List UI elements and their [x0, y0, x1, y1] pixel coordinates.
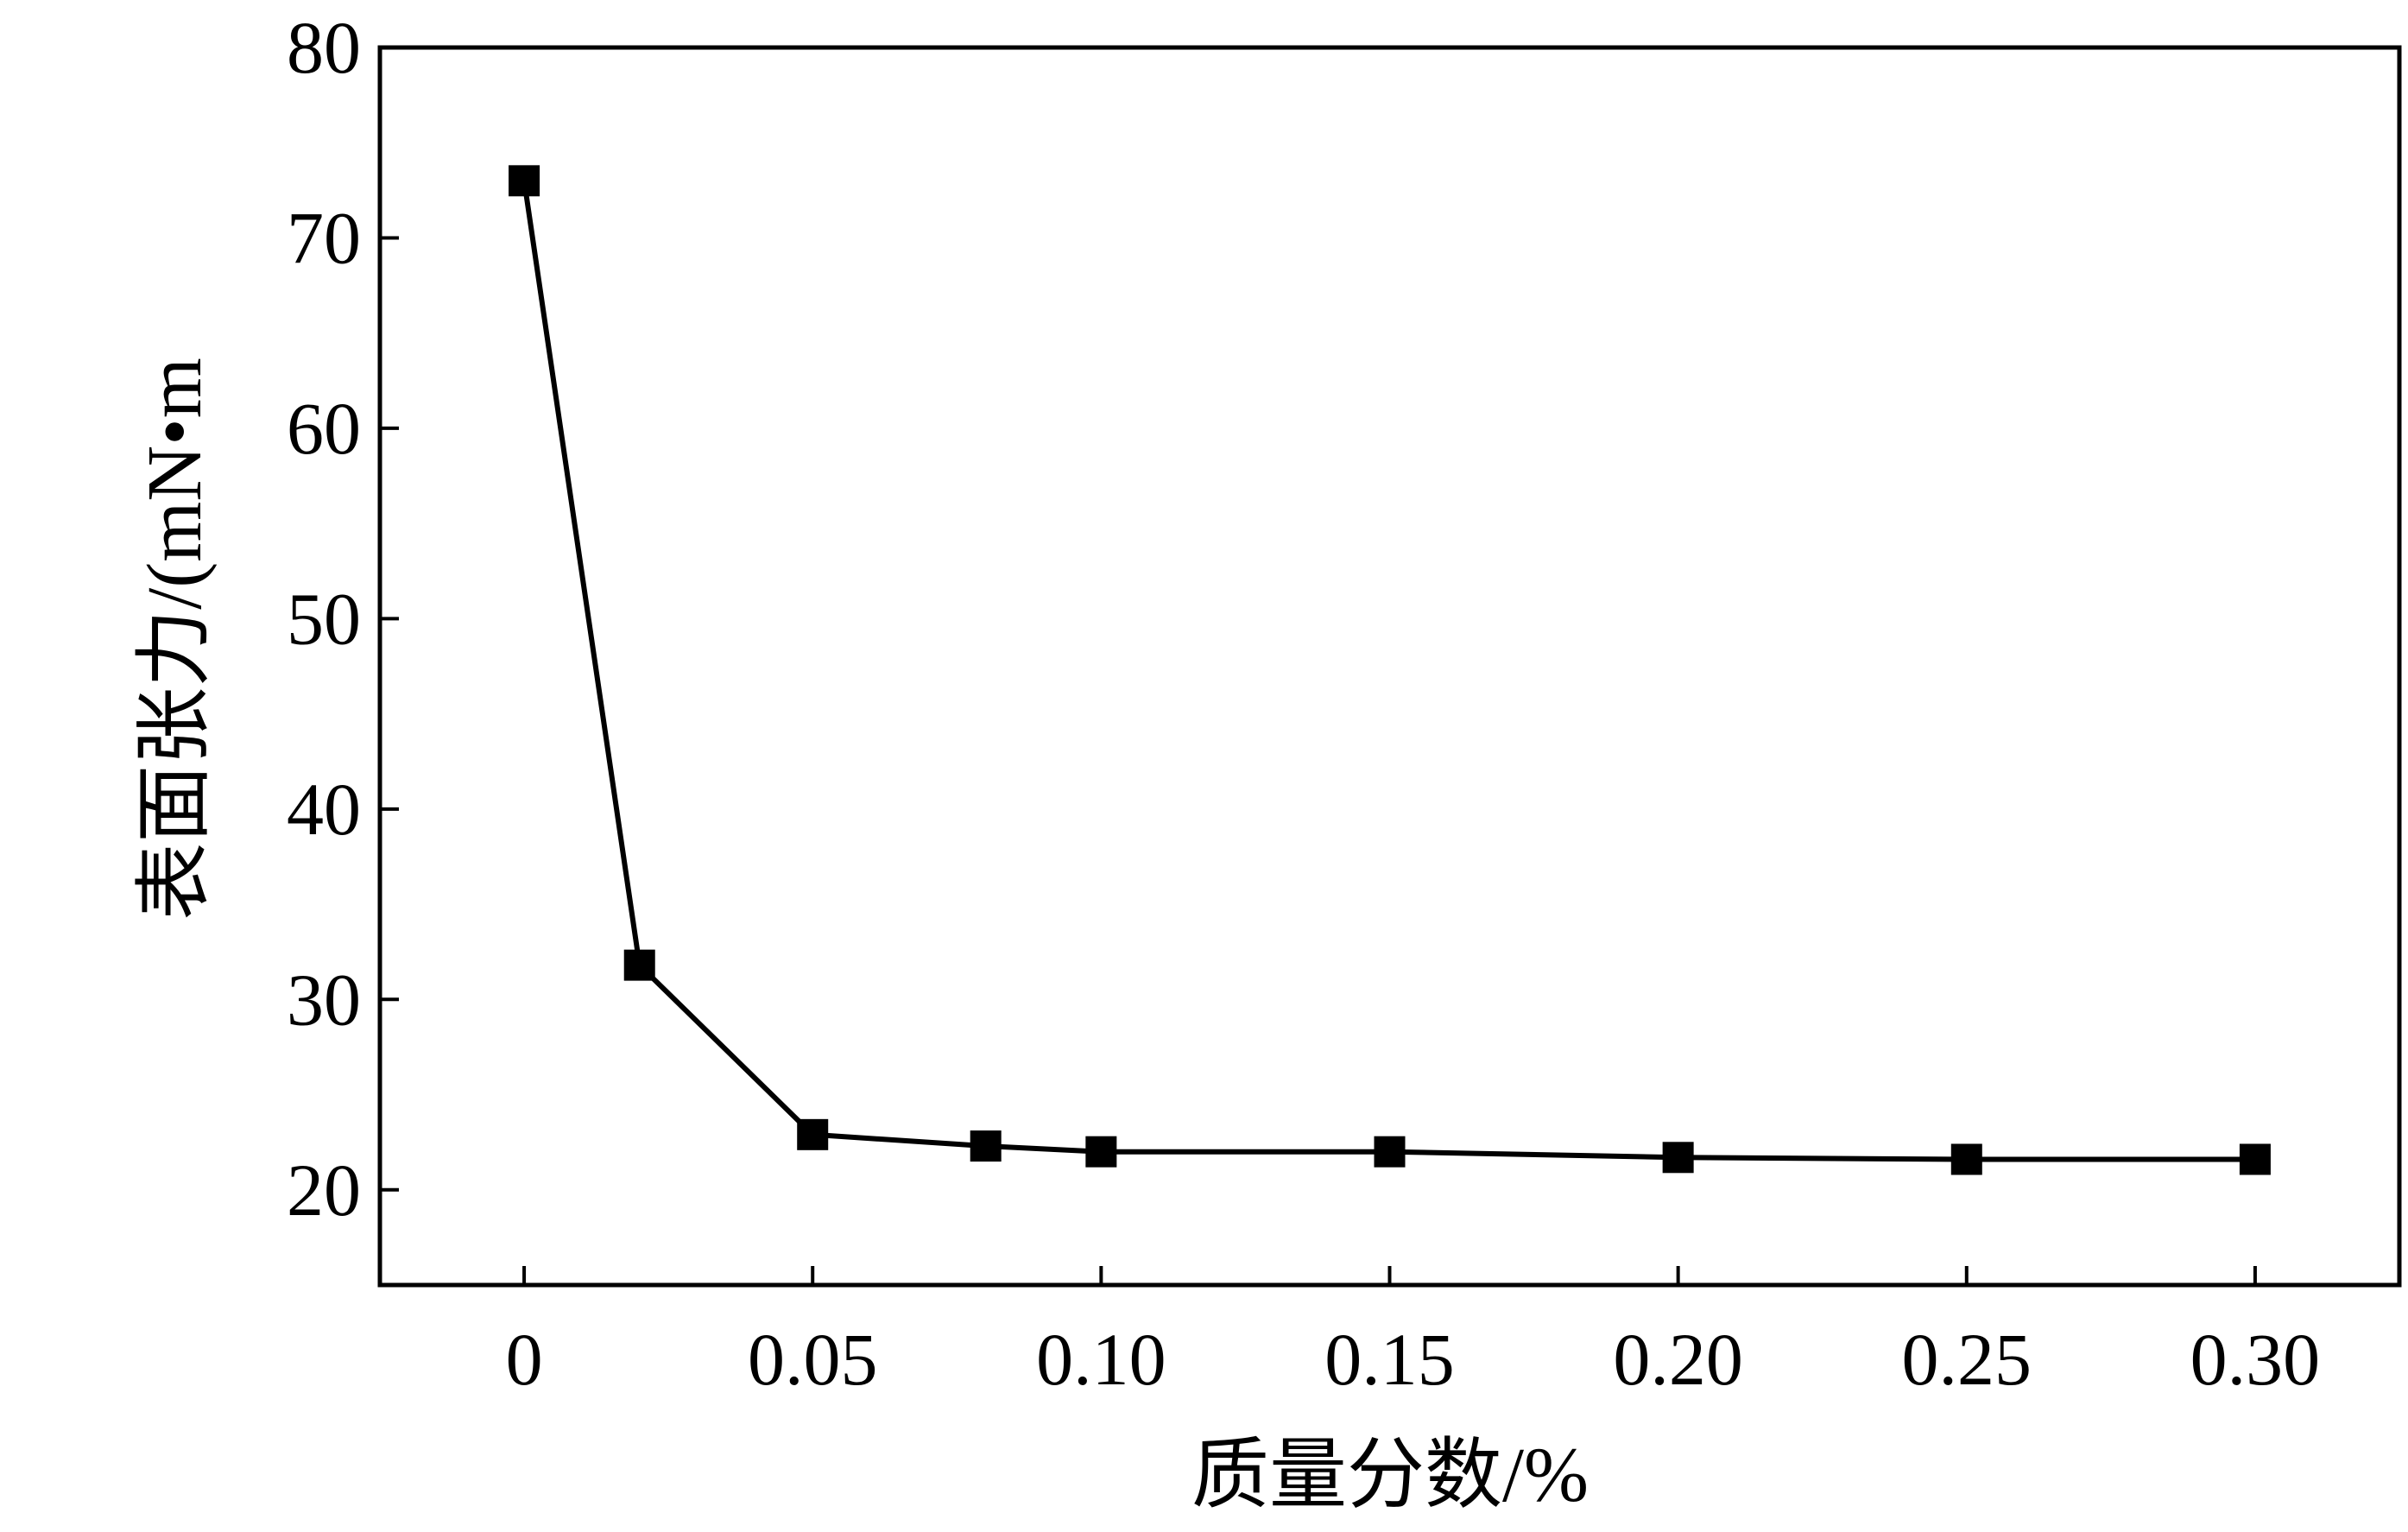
data-point-marker: [970, 1130, 1002, 1162]
x-tick-label: 0.10: [1036, 1318, 1166, 1401]
plot-frame: [377, 45, 2402, 1288]
y-tick-label: 40: [287, 768, 361, 851]
data-point-marker: [1085, 1136, 1117, 1168]
data-point-marker: [623, 949, 655, 981]
y-tick-label: 30: [287, 958, 361, 1041]
y-tick-label: 60: [287, 387, 361, 470]
y-tick-label: 20: [287, 1149, 361, 1231]
data-point-marker: [797, 1118, 829, 1150]
data-point-marker: [1662, 1142, 1694, 1174]
x-tick-label: 0.25: [1902, 1318, 2032, 1401]
y-tick-label: 50: [287, 577, 361, 660]
data-point-marker: [1950, 1143, 1982, 1175]
x-tick-label: 0: [506, 1318, 543, 1401]
x-tick-label: 0.20: [1613, 1318, 1743, 1401]
y-tick-label: 70: [287, 196, 361, 279]
data-point-marker: [2239, 1143, 2271, 1175]
data-point-marker: [509, 165, 540, 197]
data-point-marker: [1374, 1136, 1406, 1168]
x-axis-ticks: 0 0.05 0.10 0.15 0.20 0.25 0.30: [506, 1266, 2321, 1401]
x-tick-label: 0.30: [2190, 1318, 2321, 1401]
x-tick-label: 0.15: [1324, 1318, 1455, 1401]
x-tick-label: 0.05: [748, 1318, 878, 1401]
series-line: [521, 180, 2255, 1162]
y-axis-ticks: 20 30 40 50 60 70 80: [287, 6, 399, 1231]
y-tick-label: 80: [287, 6, 361, 89]
x-axis-label: 质量分数/%: [1191, 1433, 1589, 1518]
series-group: [509, 165, 2271, 1175]
y-axis-label: 表面张力/(mN•m: [132, 358, 218, 921]
